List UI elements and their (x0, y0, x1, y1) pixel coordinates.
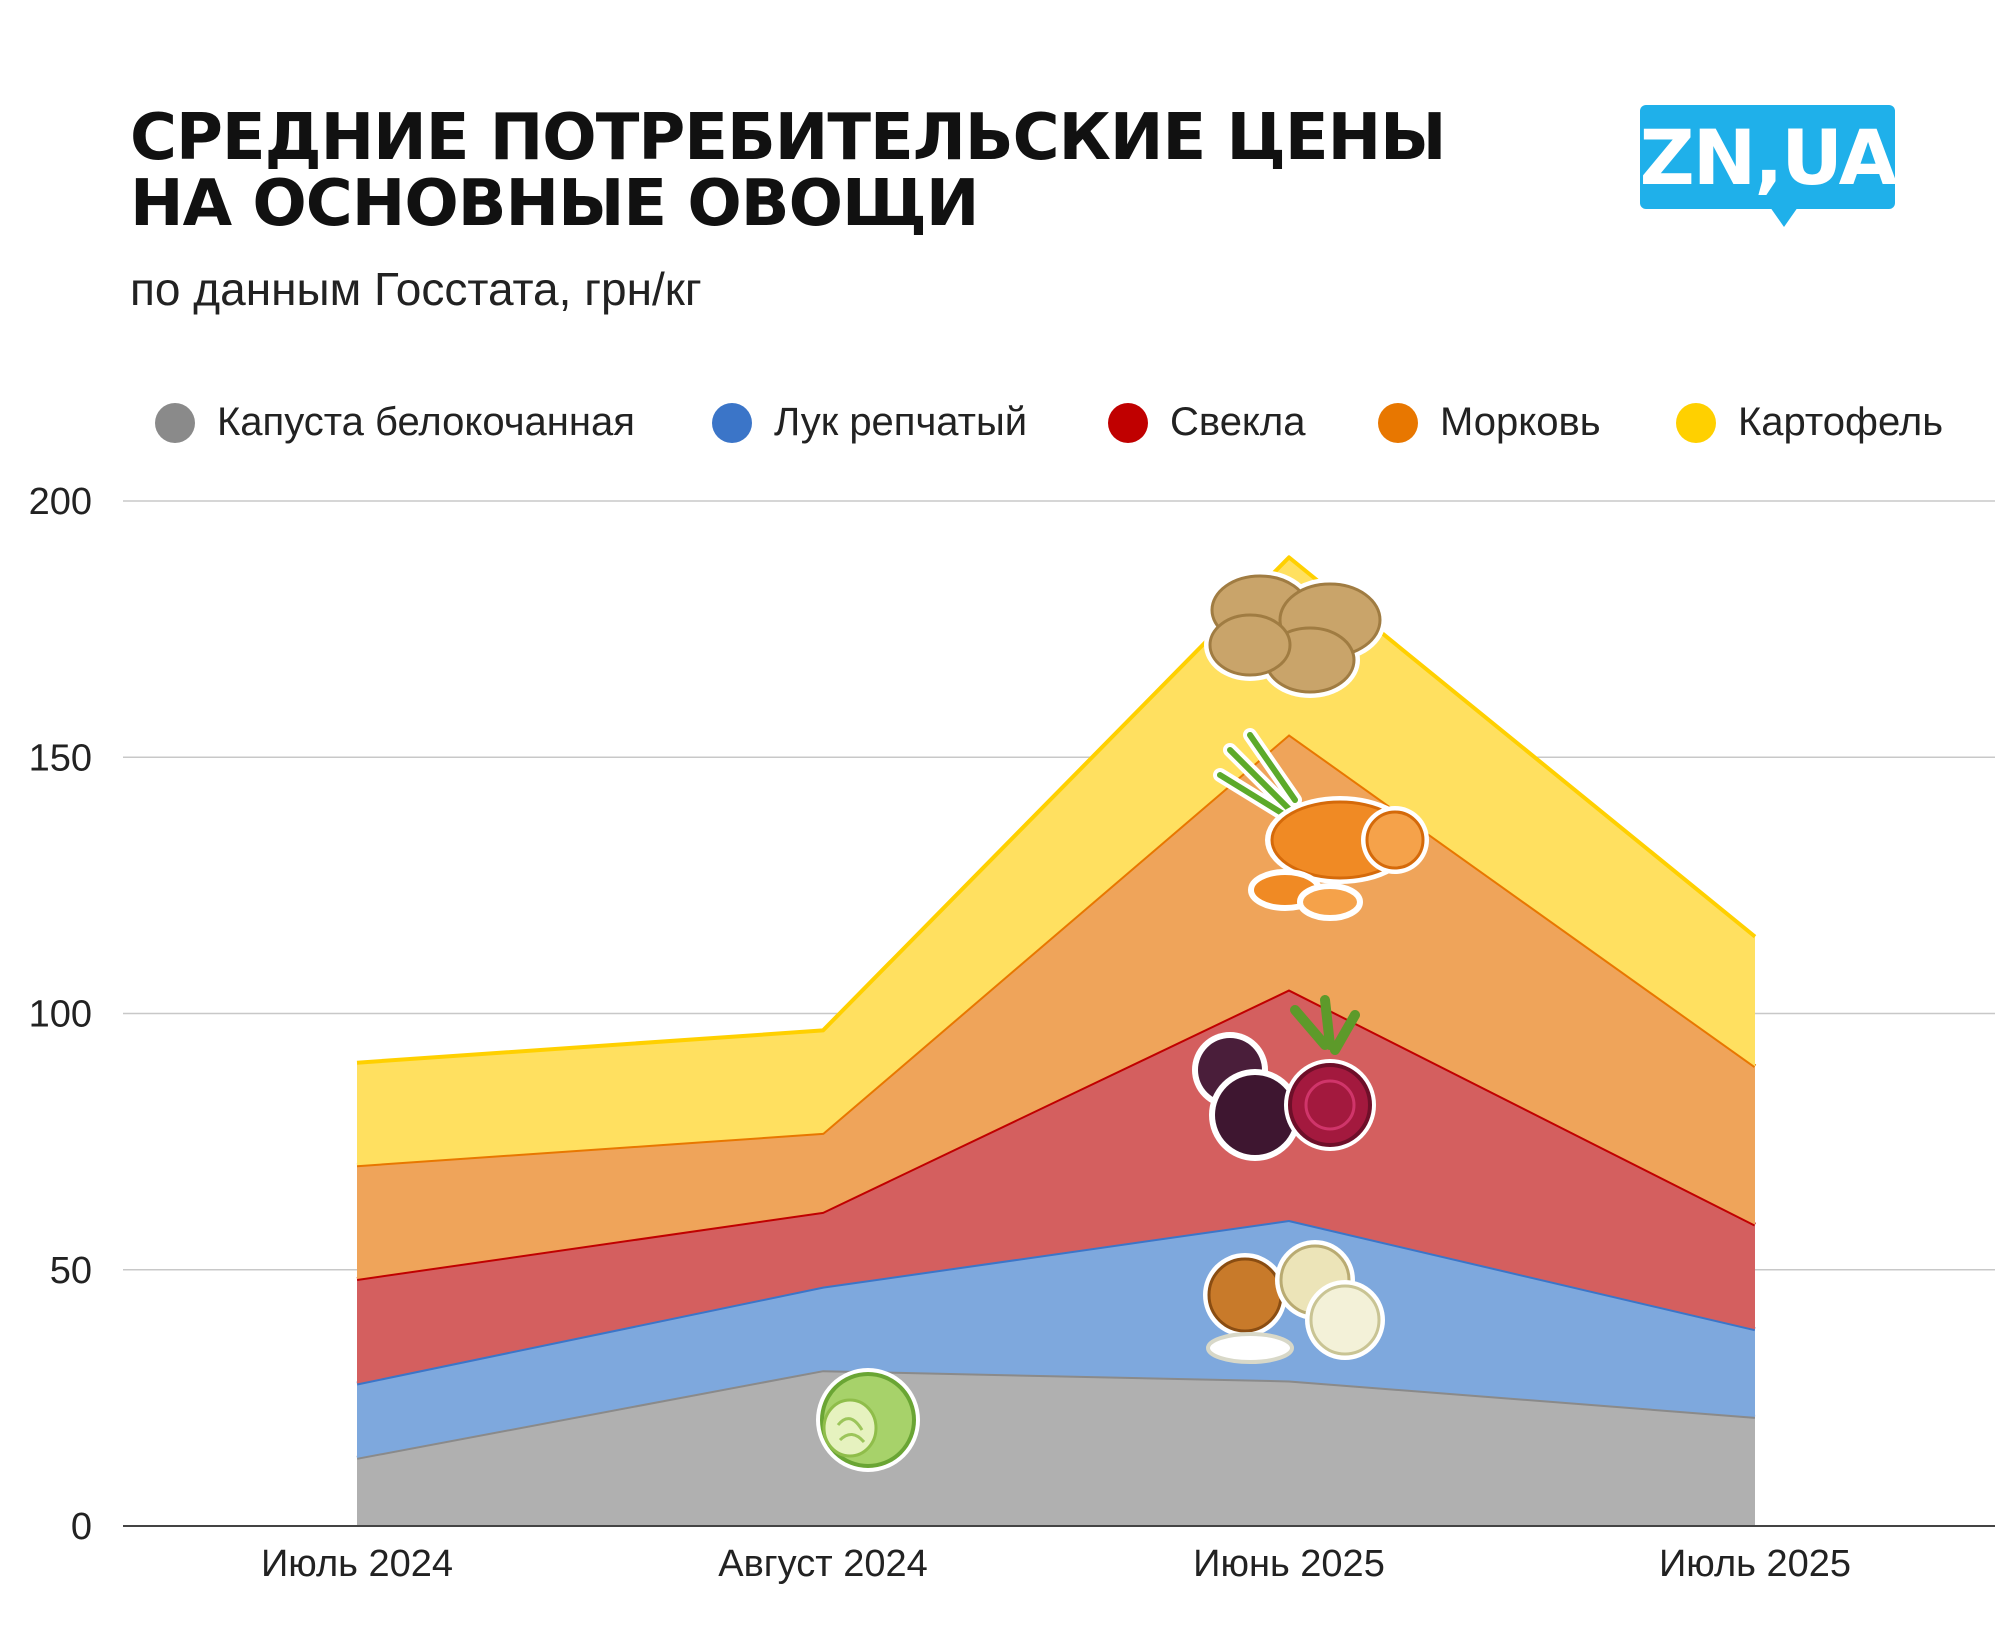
legend-item: Свекла (1108, 400, 1305, 445)
legend-label: Свекла (1170, 400, 1306, 444)
legend-item: Лук репчатый (712, 400, 1027, 445)
series-line (356, 555, 1757, 1065)
vegetable-icons (816, 570, 1429, 1472)
onion-icon (1203, 1240, 1385, 1364)
y-tick-label: 0 (71, 1506, 92, 1548)
axes: 0 50 100 150 200 Июль 2024 Август 2024 Июнь 202… (29, 481, 1995, 1585)
chart-subtitle: по данным Госстата, грн/кг (130, 263, 702, 315)
carrot-icon (1213, 728, 1429, 921)
legend-label: Морковь (1440, 400, 1601, 444)
chart-legend: Капуста белокочанная Лук репчатый Свекла Мо… (0, 400, 2000, 460)
potato-icon (1204, 570, 1386, 698)
legend-dot (1378, 402, 1418, 443)
legend-label: Картофель (1738, 400, 1944, 444)
y-tick-label: 150 (29, 737, 92, 779)
y-tick-label: 50 (50, 1250, 92, 1292)
area-band (357, 989, 1755, 1384)
area-series (356, 555, 1757, 1526)
legend-item: Капуста белокочанная (155, 400, 635, 445)
beet-icon (1192, 995, 1376, 1161)
legend-label: Капуста белокочанная (217, 400, 635, 444)
legend-label: Лук репчатый (774, 400, 1028, 444)
chart-title-line-1: СРЕДНИЕ ПОТРЕБИТЕЛЬСКИЕ ЦЕНЫ (130, 101, 1446, 175)
zn-ua-logo[interactable]: ZN,UA (1640, 105, 1897, 227)
x-tick-label: Июль 2025 (1659, 1543, 1851, 1585)
x-tick-label: Июнь 2025 (1193, 1543, 1385, 1585)
legend-dot (712, 402, 752, 443)
x-tick-label: Июль 2024 (261, 1543, 453, 1585)
area-band (357, 1220, 1755, 1458)
y-tick-label: 100 (29, 994, 92, 1036)
legend-dot (155, 402, 195, 443)
legend-dot (1676, 402, 1716, 443)
area-band (357, 1370, 1755, 1526)
y-tick-label: 200 (29, 481, 92, 523)
legend-item: Морковь (1378, 400, 1601, 445)
area-band (357, 557, 1755, 1166)
chart-title: СРЕДНИЕ ПОТРЕБИТЕЛЬСКИЕ ЦЕНЫ НА ОСНОВНЫЕ… (130, 101, 1446, 241)
legend-item: Картофель (1676, 400, 1943, 445)
cabbage-icon (816, 1368, 920, 1472)
x-tick-label: Август 2024 (718, 1543, 927, 1585)
chart-title-line-2: НА ОСНОВНЫЕ ОВОЩИ (130, 167, 979, 241)
legend-dot (1108, 402, 1148, 443)
